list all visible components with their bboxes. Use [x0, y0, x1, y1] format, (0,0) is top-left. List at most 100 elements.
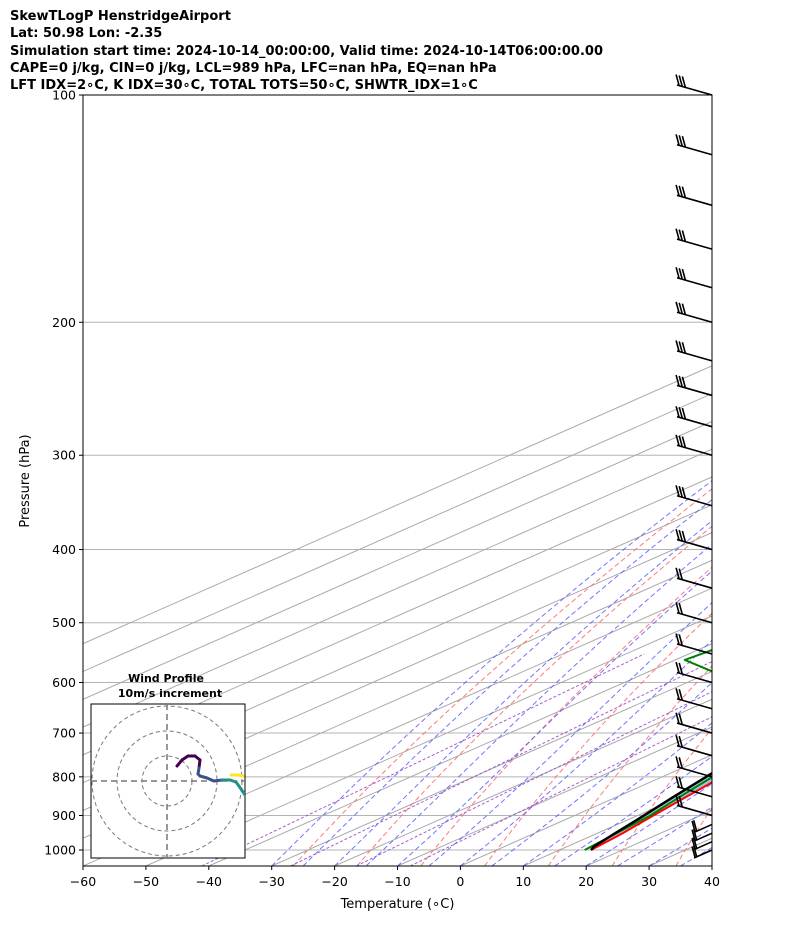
time-line: Simulation start time: 2024-10-14_00:00:… — [10, 43, 603, 59]
barb-flag — [678, 185, 684, 198]
isotherm-line — [145, 615, 712, 866]
moist-adiabat — [711, 865, 712, 866]
barb-staff — [676, 577, 713, 589]
barb-staff — [676, 444, 713, 456]
temperature-profile — [590, 781, 712, 851]
barb-staff — [676, 276, 713, 289]
wind-barb — [675, 74, 713, 96]
wind-barb — [691, 820, 713, 834]
moist-adiabat — [460, 639, 712, 866]
hodograph-area — [91, 704, 245, 858]
barb-flag — [692, 820, 698, 832]
wind-barb — [675, 688, 713, 710]
axes: −60 −50 −40 −30 −20 −10 0 10 20 30 40 100 200 300 400 5… — [44, 88, 720, 890]
barb-staff — [676, 643, 713, 655]
barb-flag — [675, 602, 680, 614]
x-tick-label: 20 — [578, 874, 594, 889]
barb-flag — [691, 820, 696, 833]
barb-flag — [678, 486, 684, 498]
barb-flag — [675, 756, 680, 768]
barb-staff — [676, 384, 713, 397]
barb-staff — [676, 538, 713, 551]
location-line: Lat: 50.98 Lon: -2.35 — [10, 26, 163, 42]
wind-barbs — [675, 74, 713, 859]
y-axis-label: Pressure (hPa) — [18, 434, 33, 527]
wind-barb — [675, 602, 713, 624]
barb-flag — [678, 268, 684, 280]
barb-staff — [676, 671, 713, 684]
barb-flag — [681, 407, 687, 420]
barb-flag — [675, 267, 680, 279]
barb-staff — [676, 611, 713, 624]
barb-flag — [678, 689, 684, 701]
barb-flag — [675, 184, 680, 197]
barb-flag — [681, 376, 687, 389]
x-tick-label: 40 — [704, 874, 720, 889]
barb-flag — [675, 301, 680, 314]
barb-flag — [681, 486, 687, 499]
y-tick-label: 700 — [52, 726, 76, 741]
y-tick-label: 900 — [52, 808, 76, 823]
barb-flag — [681, 342, 687, 354]
wind-barb — [675, 633, 713, 655]
y-tick-label: 300 — [52, 448, 76, 463]
moist-adiabat — [397, 570, 712, 866]
barb-flag — [675, 434, 680, 447]
dry-adiabat — [484, 612, 712, 866]
barb-flag — [675, 228, 680, 240]
barb-staff — [676, 84, 713, 96]
barb-flag — [678, 75, 684, 87]
wind-barb — [675, 776, 713, 798]
isotherm-line — [397, 726, 712, 866]
wind-barb — [675, 794, 713, 817]
wind-barb — [675, 267, 713, 289]
isotherm-line — [83, 393, 712, 673]
isotherm-line — [208, 643, 712, 866]
y-tick-label: 100 — [52, 88, 76, 103]
barb-flag — [691, 829, 696, 841]
barb-flag — [678, 777, 684, 789]
chart-title: SkewTLogP HenstridgeAirport — [10, 9, 231, 24]
mixing-ratio-line — [290, 660, 712, 866]
barb-staff — [676, 804, 713, 817]
barb-flag — [675, 633, 680, 645]
barb-staff — [676, 697, 713, 710]
barb-flag — [678, 662, 684, 675]
barb-flag — [675, 776, 680, 788]
barb-flag — [681, 268, 687, 281]
x-tick-label: 0 — [456, 874, 464, 889]
barb-flag — [678, 302, 684, 314]
barb-staff — [676, 238, 713, 250]
y-tick-label: 400 — [52, 542, 76, 557]
y-tick-label: 200 — [52, 315, 76, 330]
wind-barb — [675, 485, 713, 507]
wind-barb — [675, 567, 713, 589]
barb-staff — [676, 415, 713, 428]
isotherm-line — [83, 587, 712, 866]
wind-barb — [675, 340, 713, 362]
moist-adiabat — [585, 783, 712, 866]
barb-flag — [678, 406, 684, 419]
isotherm-line — [648, 837, 712, 866]
barb-flag — [675, 340, 680, 352]
moist-adiabat — [365, 543, 712, 866]
barb-flag — [678, 713, 684, 725]
barb-staff — [676, 311, 713, 324]
moist-adiabat — [491, 681, 712, 866]
barb-flag — [675, 567, 680, 579]
hodograph-title: Wind Profile — [128, 672, 204, 685]
barb-flag — [678, 135, 684, 147]
barb-flag — [675, 735, 680, 747]
x-tick-label: −60 — [70, 874, 96, 889]
wind-barb — [675, 756, 713, 778]
wind-barb — [675, 184, 713, 207]
barb-flag — [678, 735, 684, 748]
barb-flag — [681, 530, 687, 543]
wind-barb — [675, 406, 713, 428]
isotherm-line — [585, 809, 712, 866]
x-tick-label: 30 — [641, 874, 657, 889]
barb-flag — [675, 661, 680, 674]
dry-adiabat — [420, 566, 712, 866]
x-axis-label: Temperature (∘C) — [340, 897, 455, 912]
barb-flag — [675, 485, 680, 497]
